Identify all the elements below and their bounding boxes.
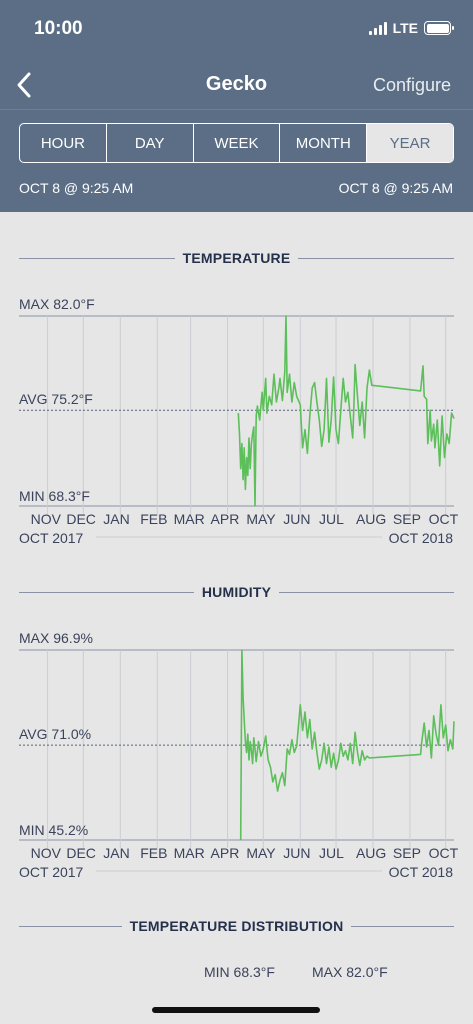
temperature-tick-label: JUL: [319, 511, 344, 527]
temperature-tick-label: APR: [211, 511, 240, 527]
temperature-min-label: MIN 68.3°F: [19, 488, 90, 504]
configure-button[interactable]: Configure: [372, 75, 451, 95]
temperature-tick-label: FEB: [140, 511, 167, 527]
temperature-series-line: [237, 315, 455, 507]
temperature-title: TEMPERATURE: [182, 250, 291, 266]
temperature-chart-svg: NOV DEC JAN FEB MAR APR MAY JUN JUL AUG SEP OCT: [19, 315, 459, 538]
tab-week[interactable]: WEEK: [194, 124, 281, 162]
navigation-bar: Gecko Configure: [0, 60, 473, 110]
time-range-selector: HOUR DAY WEEK MONTH YEAR: [19, 123, 454, 163]
temperature-period-end: OCT 2018: [388, 530, 453, 546]
humidity-tick-label: JUN: [283, 845, 310, 861]
temperature-avg-label: AVG 75.2°F: [19, 391, 93, 407]
status-indicators: LTE: [368, 20, 454, 36]
humidity-section-title: HUMIDITY: [19, 582, 455, 602]
tab-day[interactable]: DAY: [107, 124, 194, 162]
humidity-tick-label: OCT: [429, 845, 459, 861]
temperature-tick-label: JAN: [103, 511, 129, 527]
humidity-tick-label: APR: [211, 845, 240, 861]
humidity-tick-label: JAN: [103, 845, 129, 861]
distribution-min-label: MIN 68.3°F: [204, 964, 275, 980]
humidity-max-label: MAX 96.9%: [19, 630, 93, 646]
humidity-chart-svg: NOV DEC JAN FEB MAR APR MAY JUN JUL AUG SEP OCT: [19, 649, 459, 872]
temperature-chart: NOV DEC JAN FEB MAR APR MAY JUN JUL AUG SEP OCT MAX…: [0, 290, 473, 550]
humidity-tick-label: NOV: [31, 845, 62, 861]
temperature-tick-label: MAR: [174, 511, 205, 527]
temperature-tick-label: MAY: [246, 511, 276, 527]
network-type: LTE: [392, 20, 418, 36]
temperature-section-title: TEMPERATURE: [19, 248, 455, 268]
humidity-tick-label: JUL: [319, 845, 344, 861]
distribution-max-label: MAX 82.0°F: [312, 964, 388, 980]
humidity-avg-label: AVG 71.0%: [19, 726, 92, 742]
humidity-period-start: OCT 2017: [19, 864, 84, 880]
status-bar: 10:00 LTE: [0, 0, 473, 60]
header: 10:00 LTE Gecko Configure HOUR DAY WEEK …: [0, 0, 473, 212]
tab-month[interactable]: MONTH: [280, 124, 368, 162]
humidity-tick-label: FEB: [140, 845, 167, 861]
humidity-min-label: MIN 45.2%: [19, 822, 89, 838]
humidity-chart: NOV DEC JAN FEB MAR APR MAY JUN JUL AUG SEP OCT MAX…: [0, 624, 473, 884]
tab-hour[interactable]: HOUR: [20, 124, 107, 162]
signal-icon: [368, 21, 387, 35]
distribution-section-title: TEMPERATURE DISTRIBUTION: [19, 916, 455, 936]
range-start: OCT 8 @ 9:25 AM: [19, 180, 134, 196]
humidity-tick-label: DEC: [66, 845, 96, 861]
temperature-tick-label: OCT: [429, 511, 459, 527]
humidity-title: HUMIDITY: [201, 584, 272, 600]
humidity-series-line: [239, 649, 455, 841]
temperature-tick-label: DEC: [66, 511, 96, 527]
temperature-tick-label: SEP: [393, 511, 421, 527]
temperature-tick-label: NOV: [31, 511, 62, 527]
tab-year[interactable]: YEAR: [367, 124, 453, 162]
status-time: 10:00: [34, 18, 83, 39]
humidity-tick-label: AUG: [356, 845, 386, 861]
humidity-tick-label: MAY: [246, 845, 276, 861]
temperature-period-start: OCT 2017: [19, 530, 84, 546]
distribution-title: TEMPERATURE DISTRIBUTION: [129, 918, 344, 934]
home-indicator[interactable]: [152, 1007, 320, 1013]
chevron-left-icon[interactable]: [8, 68, 42, 102]
humidity-period-end: OCT 2018: [388, 864, 453, 880]
temperature-tick-label: JUN: [283, 511, 310, 527]
humidity-tick-label: MAR: [174, 845, 205, 861]
range-end: OCT 8 @ 9:25 AM: [338, 180, 453, 196]
temperature-tick-label: AUG: [356, 511, 386, 527]
battery-icon: [424, 21, 454, 35]
temperature-max-label: MAX 82.0°F: [19, 296, 95, 312]
humidity-tick-label: SEP: [393, 845, 421, 861]
